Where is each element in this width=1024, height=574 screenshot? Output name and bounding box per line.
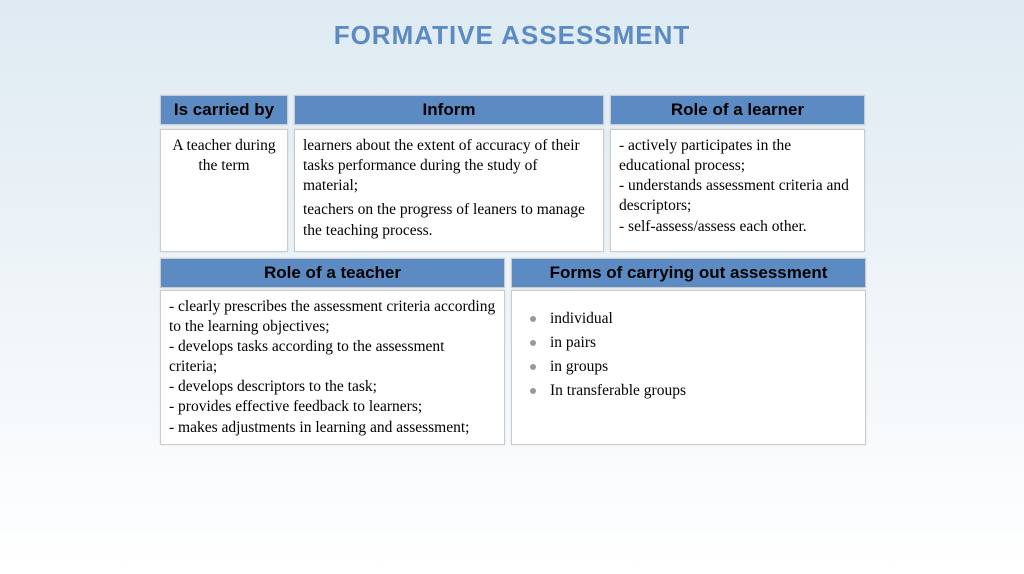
list-item: In transferable groups bbox=[526, 381, 857, 401]
teacher-role-body: - clearly prescribes the assessment crit… bbox=[160, 290, 505, 445]
header-inform: Inform bbox=[294, 95, 604, 125]
content-row-2: - clearly prescribes the assessment crit… bbox=[160, 290, 870, 445]
inform-p1: learners about the extent of accuracy of… bbox=[303, 136, 595, 196]
list-item: individual bbox=[526, 309, 857, 329]
learner-role-body: - actively participates in the education… bbox=[610, 129, 865, 252]
content-row-1: A teacher during the term learners about… bbox=[160, 129, 870, 252]
inform-body: learners about the extent of accuracy of… bbox=[294, 129, 604, 252]
forms-body: individual in pairs in groups In transfe… bbox=[511, 290, 866, 445]
content-container: Is carried by Inform Role of a learner A… bbox=[160, 95, 870, 445]
forms-list: individual in pairs in groups In transfe… bbox=[520, 309, 857, 402]
list-item: in pairs bbox=[526, 333, 857, 353]
inform-p2: teachers on the progress of leaners to m… bbox=[303, 200, 595, 240]
carried-by-body: A teacher during the term bbox=[160, 129, 288, 252]
page-title: FORMATIVE ASSESSMENT bbox=[0, 0, 1024, 51]
list-item: in groups bbox=[526, 357, 857, 377]
header-carried-by: Is carried by bbox=[160, 95, 288, 125]
header-forms: Forms of carrying out assessment bbox=[511, 258, 866, 288]
header-row-2: Role of a teacher Forms of carrying out … bbox=[160, 258, 870, 288]
header-learner-role: Role of a learner bbox=[610, 95, 865, 125]
header-teacher-role: Role of a teacher bbox=[160, 258, 505, 288]
header-row-1: Is carried by Inform Role of a learner bbox=[160, 95, 870, 125]
